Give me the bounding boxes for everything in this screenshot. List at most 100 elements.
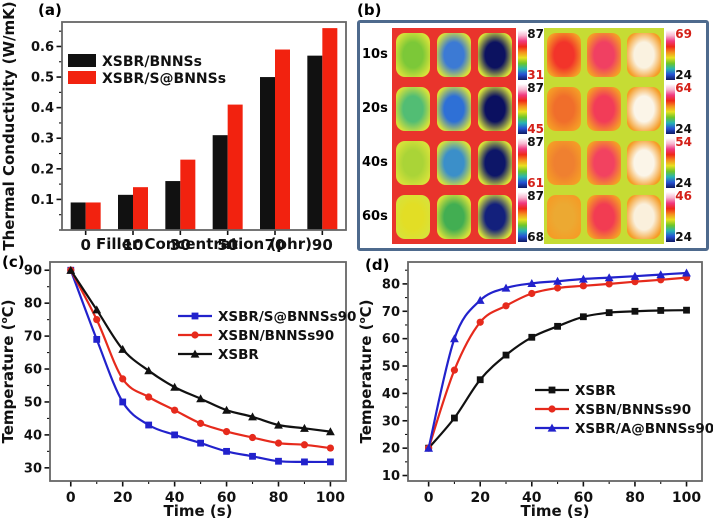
marker-square xyxy=(223,447,230,455)
marker-triangle xyxy=(656,270,666,279)
colorbar-max-label: 69 xyxy=(675,26,692,41)
y-axis-label: Thermal Conductivity (W/mK) xyxy=(0,1,18,250)
x-tick-label: 60 xyxy=(574,490,594,506)
marker-square xyxy=(579,313,587,321)
colorbar-gradient xyxy=(666,191,675,242)
y-tick-label: 20 xyxy=(382,442,400,457)
colorbar-max-label: 46 xyxy=(675,188,692,203)
x-tick-label: 30 xyxy=(170,236,191,254)
panel-c: (c) 30 40 50 60 70 80 90 0 20 40 60 80 100 Time (s) Te… xyxy=(0,250,356,523)
x-tick-label: 0 xyxy=(66,490,76,506)
marker-circle xyxy=(579,282,587,290)
marker-circle xyxy=(476,318,484,326)
y-tick-label: 0.2 xyxy=(31,162,54,177)
marker-triangle xyxy=(547,423,557,432)
marker-square xyxy=(301,458,308,466)
x-axis-label: Time (s) xyxy=(163,502,232,520)
colorbar-gradient xyxy=(518,83,527,134)
panel-c-label: (c) xyxy=(2,253,25,271)
y-tick-label: 10 xyxy=(382,469,400,484)
time-label: 20s xyxy=(362,101,388,116)
thermal-square xyxy=(547,140,581,185)
thermal-row: 20s 87 45 64 24 xyxy=(362,81,704,136)
colorbar-left: 87 61 xyxy=(516,136,544,190)
thermal-image-left xyxy=(392,81,516,136)
bar xyxy=(133,187,148,230)
x-tick-label: 0 xyxy=(424,490,434,506)
y-axis-label: Temperature (oC) xyxy=(0,299,17,443)
legend-swatch xyxy=(68,54,96,67)
legend-label: XSBN/BNNSs90 xyxy=(575,402,691,418)
colorbar-gradient xyxy=(666,29,675,80)
colorbar-gradient xyxy=(518,137,527,188)
marker-circle xyxy=(145,393,153,401)
marker-triangle xyxy=(222,405,231,414)
thermal-square xyxy=(478,86,513,131)
colorbar-left: 87 68 xyxy=(516,190,544,244)
marker-square xyxy=(476,376,484,384)
thermal-square xyxy=(478,194,513,239)
thermal-image-left xyxy=(392,27,516,82)
thermal-square xyxy=(587,194,621,239)
plot-frame xyxy=(407,261,703,482)
thermal-square xyxy=(436,86,471,131)
thermal-square xyxy=(395,32,430,77)
legend-label: XSBR xyxy=(218,347,259,363)
y-tick-label: 40 xyxy=(24,428,42,443)
y-tick-label: 40 xyxy=(382,387,400,402)
x-axis-label: Filler Concentration (phr) xyxy=(96,235,312,253)
colorbar-min-label: 24 xyxy=(675,229,692,244)
colorbar-min-label: 68 xyxy=(527,229,544,244)
colorbar-max-label: 64 xyxy=(675,80,692,95)
bar xyxy=(260,77,275,230)
thermal-square xyxy=(547,32,581,77)
marker-circle xyxy=(222,428,231,436)
legend-label: XSBR/A@BNNSs90 xyxy=(575,421,713,437)
marker-triangle xyxy=(274,420,283,429)
marker-circle xyxy=(119,375,127,383)
colorbar-right: 64 24 xyxy=(664,82,692,136)
y-tick-label: 30 xyxy=(382,414,400,429)
marker-triangle xyxy=(604,273,614,282)
thermal-square xyxy=(395,86,430,131)
colorbar-min-label: 61 xyxy=(527,175,544,190)
time-label: 40s xyxy=(362,155,388,170)
legend-label: XSBR/S@BNNSs xyxy=(102,71,226,87)
x-tick-label: 40 xyxy=(165,490,185,506)
marker-square xyxy=(145,421,153,429)
legend-label: XSBN/BNNSs90 xyxy=(218,328,334,344)
marker-circle xyxy=(171,406,179,414)
data-line xyxy=(69,269,332,464)
bar xyxy=(165,181,181,230)
bar xyxy=(275,49,290,230)
colorbar-gradient xyxy=(666,137,675,188)
marker-triangle xyxy=(553,276,562,285)
marker-circle xyxy=(631,278,639,286)
thermal-image-left xyxy=(392,189,516,244)
marker-triangle xyxy=(475,295,485,304)
cooling-curve-chart: 30 40 50 60 70 80 90 0 20 40 60 80 100 Time (s) Temper… xyxy=(0,261,356,520)
marker-square xyxy=(605,309,613,317)
thermal-image-right xyxy=(544,27,664,82)
y-tick-label: 80 xyxy=(24,297,42,312)
x-tick-label: 100 xyxy=(672,490,701,506)
thermal-row: 40s 87 61 54 24 xyxy=(362,135,704,190)
marker-square xyxy=(554,322,561,330)
bar xyxy=(118,194,133,230)
time-label: 10s xyxy=(362,47,388,62)
x-tick-label: 60 xyxy=(217,490,237,506)
marker-triangle xyxy=(66,265,76,274)
colorbar-gradient xyxy=(518,191,527,242)
panel-d: (d) 10 20 30 40 50 60 70 80 0 20 40 60 80 100 Time (s)… xyxy=(355,250,713,523)
marker-triangle xyxy=(170,382,180,391)
marker-square xyxy=(631,307,639,315)
colorbar-max-label: 87 xyxy=(527,26,544,41)
y-axis-label: Temperature (oC) xyxy=(357,299,375,443)
panel-b-label: (b) xyxy=(357,1,382,19)
y-tick-label: 0.6 xyxy=(31,40,54,55)
y-tick-label: 90 xyxy=(24,264,42,279)
x-tick-label: 90 xyxy=(312,236,333,254)
thermal-square xyxy=(436,32,471,77)
marker-circle xyxy=(450,366,459,374)
colorbar-right: 54 24 xyxy=(664,136,692,190)
